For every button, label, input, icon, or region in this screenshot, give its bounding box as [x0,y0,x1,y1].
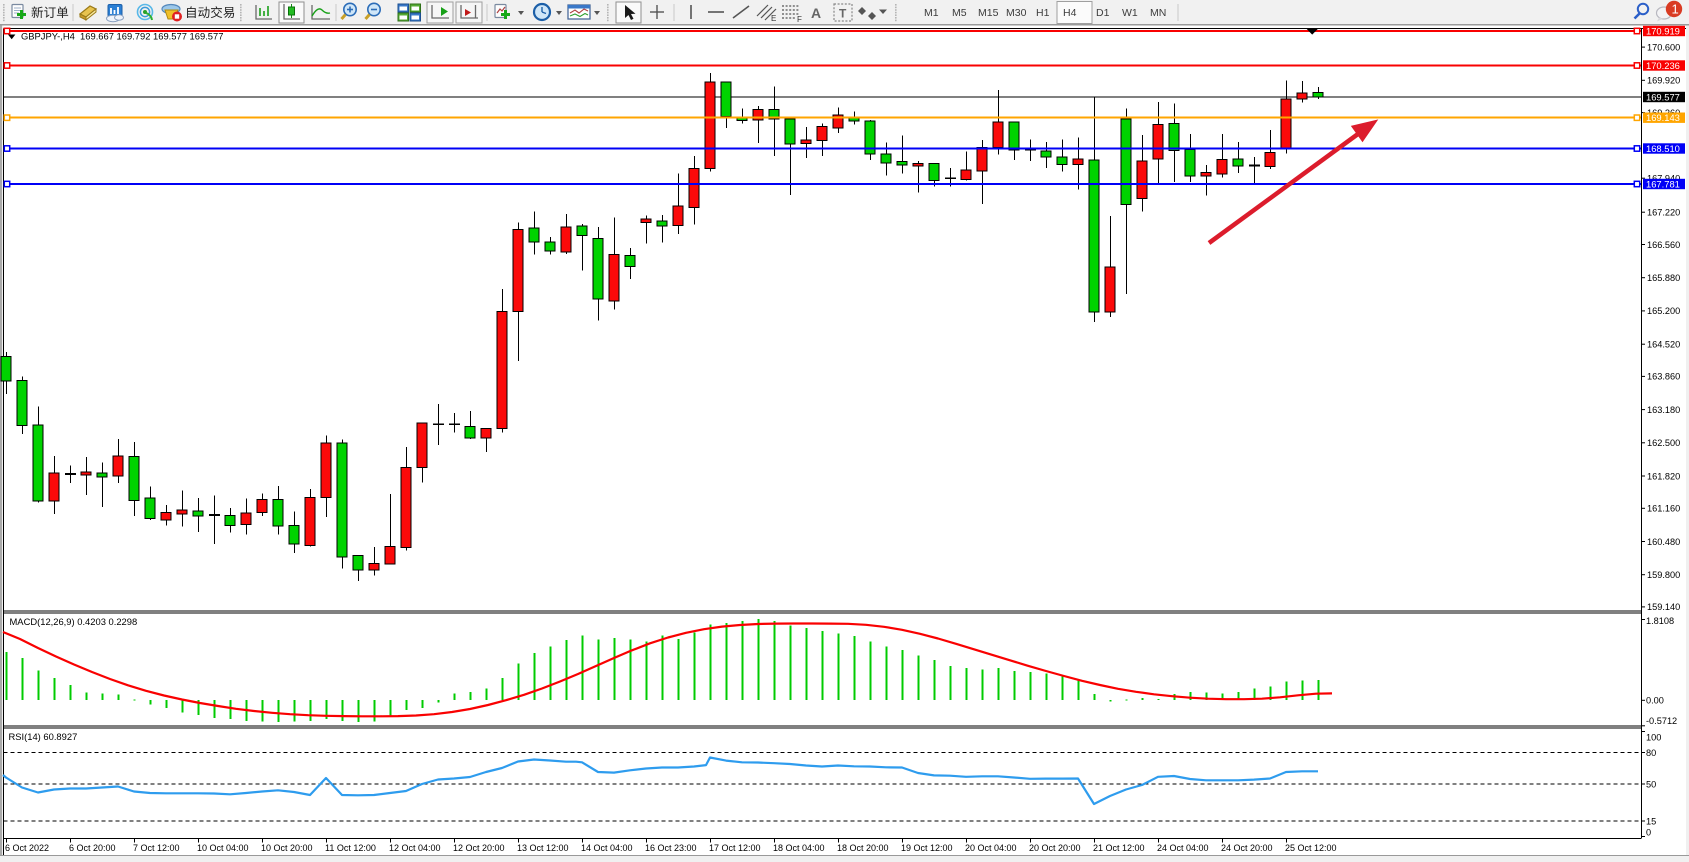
svg-text:0: 0 [1646,827,1651,837]
svg-text:160.480: 160.480 [1647,537,1680,547]
svg-text:165.200: 165.200 [1647,306,1680,316]
svg-text:E: E [771,14,776,23]
svg-text:163.180: 163.180 [1647,405,1680,415]
svg-text:10 Oct 04:00: 10 Oct 04:00 [197,843,249,853]
svg-text:M15: M15 [978,7,999,19]
svg-text:100: 100 [1646,732,1661,742]
svg-text:17 Oct 12:00: 17 Oct 12:00 [709,843,761,853]
svg-text:M1: M1 [924,7,939,19]
svg-text:GBPJPY-,H4 169.667 169.792 16: GBPJPY-,H4 169.667 169.792 169.577 169.5… [21,31,223,42]
svg-text:161.160: 161.160 [1647,504,1680,514]
svg-text:169.577: 169.577 [1646,91,1680,102]
svg-text:80: 80 [1646,748,1656,758]
svg-text:12 Oct 20:00: 12 Oct 20:00 [453,843,505,853]
svg-text:15: 15 [1646,816,1656,826]
svg-text:166.560: 166.560 [1647,240,1680,250]
svg-text:169.143: 169.143 [1646,112,1680,123]
svg-text:W1: W1 [1122,7,1138,19]
svg-text:20 Oct 20:00: 20 Oct 20:00 [1029,843,1081,853]
svg-text:162.500: 162.500 [1647,438,1680,448]
svg-text:6 Oct 20:00: 6 Oct 20:00 [69,843,116,853]
svg-text:T: T [839,7,847,21]
svg-text:170.919: 170.919 [1646,25,1680,36]
svg-text:19 Oct 12:00: 19 Oct 12:00 [901,843,953,853]
svg-text:168.510: 168.510 [1646,143,1680,154]
svg-text:20 Oct 04:00: 20 Oct 04:00 [965,843,1017,853]
svg-text:M5: M5 [952,7,967,19]
svg-text:18 Oct 04:00: 18 Oct 04:00 [773,843,825,853]
svg-text:D1: D1 [1096,7,1110,19]
svg-text:-0.5712: -0.5712 [1646,716,1677,726]
svg-text:24 Oct 20:00: 24 Oct 20:00 [1221,843,1273,853]
svg-text:159.140: 159.140 [1647,602,1680,612]
svg-text:MACD(12,26,9) 0.4203 0.2298: MACD(12,26,9) 0.4203 0.2298 [10,616,138,627]
svg-text:12 Oct 04:00: 12 Oct 04:00 [389,843,441,853]
svg-text:H4: H4 [1063,7,1077,19]
svg-text:165.880: 165.880 [1647,273,1680,283]
svg-text:167.940: 167.940 [1647,174,1680,184]
svg-text:10 Oct 20:00: 10 Oct 20:00 [261,843,313,853]
svg-text:0.00: 0.00 [1646,696,1664,706]
svg-text:169.920: 169.920 [1647,76,1680,86]
svg-text:1: 1 [1672,2,1679,17]
svg-text:50: 50 [1646,779,1656,789]
svg-text:25 Oct 12:00: 25 Oct 12:00 [1285,843,1337,853]
svg-text:170.236: 170.236 [1646,60,1680,71]
svg-text:13 Oct 12:00: 13 Oct 12:00 [517,843,569,853]
svg-text:24 Oct 04:00: 24 Oct 04:00 [1157,843,1209,853]
svg-text:159.800: 159.800 [1647,570,1680,580]
svg-text:14 Oct 04:00: 14 Oct 04:00 [581,843,633,853]
svg-text:163.860: 163.860 [1647,372,1680,382]
svg-text:164.520: 164.520 [1647,340,1680,350]
svg-text:F: F [797,15,802,24]
svg-text:16 Oct 23:00: 16 Oct 23:00 [645,843,697,853]
svg-text:11 Oct 12:00: 11 Oct 12:00 [325,843,376,853]
svg-text:18 Oct 20:00: 18 Oct 20:00 [837,843,889,853]
svg-text:170.600: 170.600 [1647,42,1680,52]
svg-text:21 Oct 12:00: 21 Oct 12:00 [1093,843,1145,853]
svg-text:A: A [811,5,821,21]
svg-text:7 Oct 12:00: 7 Oct 12:00 [133,843,180,853]
svg-text:H1: H1 [1036,7,1050,19]
svg-text:M30: M30 [1006,7,1027,19]
svg-text:161.820: 161.820 [1647,471,1680,481]
svg-text:167.781: 167.781 [1646,178,1680,189]
svg-text:RSI(14) 60.8927: RSI(14) 60.8927 [9,731,78,742]
svg-text:MN: MN [1150,7,1166,19]
svg-text:1.8108: 1.8108 [1646,616,1674,626]
svg-text:6 Oct 2022: 6 Oct 2022 [5,843,49,853]
svg-text:167.220: 167.220 [1647,208,1680,218]
